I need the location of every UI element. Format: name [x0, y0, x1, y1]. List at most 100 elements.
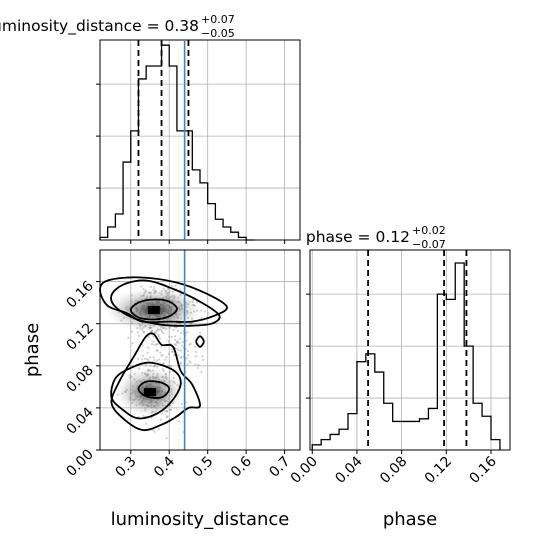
phase-hist-xtick-label-0: 0.00 — [288, 454, 321, 487]
posterior-sample-1-256 — [152, 365, 156, 368]
posterior-sample-2-68 — [141, 344, 144, 347]
posterior-sample-2-118 — [146, 351, 149, 354]
luminosity-distance-title-upper: +0.07 — [201, 13, 235, 26]
phase-histogram-frame — [309, 249, 511, 451]
posterior-sample-2-31 — [179, 349, 182, 352]
posterior-sample-2-37 — [174, 343, 177, 346]
posterior-sample-1-175 — [144, 364, 147, 367]
phase-hist-xtick-label-4: 0.16 — [466, 453, 499, 486]
posterior-2d-ytick-label-2: 0.08 — [63, 362, 96, 395]
posterior-sample-2-58 — [160, 354, 163, 357]
posterior-sample-2-88 — [179, 337, 182, 340]
posterior-sample-2-72 — [167, 340, 170, 343]
posterior-sample-2-64 — [181, 341, 184, 344]
y-axis-label-phase: phase — [22, 323, 43, 377]
posterior-sample-2-1 — [194, 363, 197, 366]
posterior-sample-0-33 — [174, 284, 177, 288]
posterior-2d-ytick-label-3: 0.12 — [63, 320, 96, 353]
posterior-sample-2-6 — [165, 356, 168, 359]
posterior-sample-0-284 — [206, 312, 210, 315]
posterior-sample-0-378 — [179, 288, 182, 291]
posterior-sample-2-83 — [156, 349, 159, 352]
posterior-density-core-1 — [144, 388, 156, 397]
posterior-sample-2-76 — [189, 342, 192, 345]
phase-title-lower: −0.07 — [412, 238, 446, 251]
posterior-contour-6 — [195, 335, 205, 348]
posterior-sample-1-279 — [153, 365, 156, 368]
posterior-2d-grid — [100, 250, 300, 451]
luminosity-distance-histogram-grid — [100, 40, 300, 240]
posterior-sample-2-62 — [157, 335, 161, 338]
posterior-sample-2-74 — [137, 357, 140, 361]
posterior-sample-2-92 — [186, 330, 189, 333]
posterior-sample-2-108 — [196, 366, 199, 370]
posterior-sample-2-116 — [188, 360, 191, 363]
posterior-sample-1-156 — [170, 347, 173, 351]
posterior-sample-2-44 — [164, 358, 167, 361]
phase-hist-xtick-label-2: 0.08 — [377, 454, 410, 487]
phase-histogram-panel: 0.00 0.04 0.08 0.12 0.16 phase = 0.12 +0.02 … — [288, 224, 511, 487]
posterior-sample-1-125 — [153, 359, 156, 362]
posterior-sample-0-288 — [149, 285, 152, 288]
posterior-sample-2-80 — [195, 355, 198, 358]
posterior-sample-1-63 — [159, 418, 162, 421]
posterior-sample-2-43 — [156, 342, 159, 346]
posterior-sample-2-115 — [177, 342, 181, 345]
posterior-contour-2 — [137, 380, 171, 399]
posterior-sample-0-71 — [136, 331, 139, 334]
posterior-2d-xtick-label-2: 0.5 — [189, 454, 216, 481]
posterior-sample-2-25 — [179, 355, 183, 358]
phase-histogram-steps — [311, 262, 501, 450]
posterior-sample-2-30 — [175, 341, 179, 344]
posterior-sample-2-79 — [127, 336, 130, 339]
posterior-sample-2-66 — [141, 354, 145, 357]
posterior-sample-2-63 — [179, 362, 182, 365]
phase-hist-xtick-label-3: 0.12 — [422, 454, 455, 487]
posterior-sample-2-94 — [173, 338, 177, 341]
posterior-sample-0-101 — [180, 331, 183, 335]
phase-quantile-lines — [367, 250, 468, 450]
luminosity-distance-histogram-steps — [99, 44, 254, 241]
posterior-sample-2-103 — [176, 347, 179, 350]
posterior-sample-1-54 — [166, 415, 169, 418]
posterior-sample-1-188 — [152, 428, 155, 432]
posterior-sample-2-8 — [194, 345, 197, 349]
x-axis-label-phase: phase — [383, 509, 437, 530]
posterior-sample-2-38 — [159, 351, 162, 354]
posterior-sample-2-45 — [171, 350, 174, 354]
posterior-sample-2-70 — [161, 354, 164, 357]
posterior-sample-2-84 — [189, 361, 192, 364]
posterior-sample-2-99 — [159, 337, 162, 340]
posterior-sample-2-51 — [176, 329, 179, 332]
posterior-sample-2-61 — [140, 358, 144, 361]
posterior-sample-2-91 — [169, 342, 172, 345]
posterior-sample-2-14 — [198, 331, 202, 335]
posterior-2d-xtick-label-1: 0.4 — [151, 453, 178, 480]
phase-title: phase = 0.12 — [306, 228, 410, 246]
posterior-sample-2-55 — [142, 331, 145, 334]
posterior-sample-2-46 — [200, 370, 203, 373]
posterior-sample-2-9 — [177, 349, 180, 352]
posterior-contour-5 — [99, 276, 228, 324]
posterior-sample-1-44 — [147, 358, 150, 362]
posterior-sample-2-15 — [153, 363, 156, 367]
posterior-sample-2-117 — [162, 362, 165, 365]
posterior-2d-ytick-label-4: 0.16 — [63, 278, 96, 311]
posterior-sample-2-106 — [152, 340, 155, 343]
luminosity-distance-histogram-panel: luminosity_distance = 0.38 +0.07 −0.05 — [0, 13, 301, 244]
posterior-sample-0-12 — [203, 310, 206, 313]
posterior-2d-xtick-label-0: 0.3 — [113, 454, 140, 481]
posterior-sample-2-42 — [155, 343, 158, 346]
posterior-sample-1-74 — [149, 364, 152, 368]
posterior-sample-2-69 — [168, 335, 171, 338]
posterior-sample-1-37 — [177, 420, 181, 423]
posterior-sample-1-281 — [184, 401, 188, 404]
posterior-sample-2-75 — [169, 364, 172, 368]
posterior-sample-1-117 — [152, 356, 155, 359]
posterior-sample-0-283 — [162, 331, 165, 335]
posterior-density-core-0 — [147, 306, 160, 314]
posterior-sample-1-146 — [180, 402, 184, 406]
posterior-contour-0 — [129, 298, 178, 321]
posterior-sample-0-180 — [157, 333, 160, 337]
